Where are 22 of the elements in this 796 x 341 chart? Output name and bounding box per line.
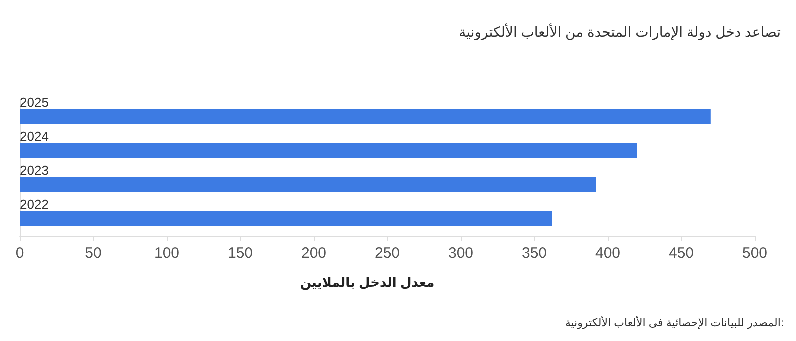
x-tick-label: 50 <box>85 245 102 262</box>
x-tick-label: 350 <box>522 245 548 262</box>
bar <box>20 110 711 124</box>
bar <box>20 144 638 158</box>
chart-title: تصاعد دخل دولة الإمارات المتحدة من الألعاب الألكترونية <box>459 23 782 41</box>
x-tick-label: 450 <box>668 245 694 262</box>
x-tick-label: 150 <box>228 245 254 262</box>
y-tick-label: 2024 <box>20 129 49 144</box>
x-tick-label: 0 <box>16 245 24 262</box>
x-tick-label: 500 <box>742 245 768 262</box>
bar <box>20 178 596 192</box>
y-tick-label: 2023 <box>20 163 49 178</box>
x-tick-label: 250 <box>374 245 400 262</box>
y-tick-label: 2022 <box>20 197 49 212</box>
y-tick-label: 2025 <box>20 95 49 110</box>
x-tick-label: 100 <box>154 245 180 262</box>
x-axis-title: معدل الدخل بالملايين <box>300 275 435 291</box>
x-tick-label: 200 <box>301 245 327 262</box>
text: المصدر للبيانات الإحصائية فى الألعاب الألكترونية: <box>565 316 784 330</box>
x-tick-label: 300 <box>448 245 474 262</box>
bar <box>20 212 552 226</box>
x-tick-label: 400 <box>595 245 621 262</box>
